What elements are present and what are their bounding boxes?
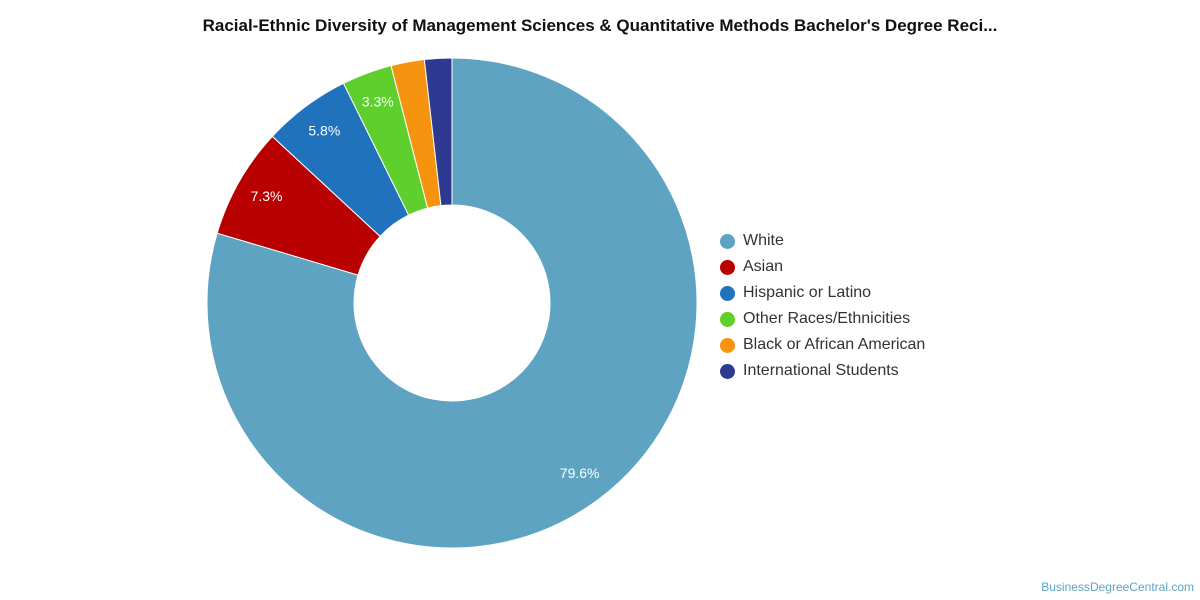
legend-item-hispanic-or-latino[interactable]: Hispanic or Latino bbox=[720, 280, 925, 306]
legend-swatch bbox=[720, 311, 735, 327]
legend-label: Asian bbox=[743, 258, 784, 275]
slice-white[interactable] bbox=[206, 57, 698, 549]
slice-label-asian: 7.3% bbox=[251, 188, 283, 204]
legend-label: Hispanic or Latino bbox=[743, 284, 872, 301]
legend: White Asian Hispanic or Latino Other Races/… bbox=[720, 228, 925, 384]
legend-swatch bbox=[720, 233, 735, 249]
legend-swatch bbox=[720, 363, 735, 379]
slice-international-students[interactable] bbox=[423, 57, 453, 207]
legend-label: White bbox=[743, 232, 784, 249]
legend-item-black-or-african-american[interactable]: Black or African American bbox=[720, 332, 925, 358]
slice-label-white: 79.6% bbox=[560, 465, 600, 481]
legend-item-white[interactable]: White bbox=[720, 228, 925, 254]
legend-swatch bbox=[720, 259, 735, 275]
slice-label-other-races-ethnicities: 3.3% bbox=[362, 94, 394, 110]
legend-item-asian[interactable]: Asian bbox=[720, 254, 925, 280]
legend-item-other-races-ethnicities[interactable]: Other Races/Ethnicities bbox=[720, 306, 925, 332]
legend-item-international-students[interactable]: International Students bbox=[720, 358, 925, 384]
watermark: BusinessDegreeCentral.com bbox=[1041, 580, 1194, 594]
legend-label: Black or African American bbox=[743, 336, 926, 353]
chart-title: Racial-Ethnic Diversity of Management Sc… bbox=[202, 16, 998, 35]
legend-swatch bbox=[720, 337, 735, 353]
legend-label: Other Races/Ethnicities bbox=[743, 310, 911, 327]
legend-label: International Students bbox=[743, 362, 899, 379]
legend-swatch bbox=[720, 285, 735, 301]
slice-label-hispanic-or-latino: 5.8% bbox=[308, 123, 340, 139]
